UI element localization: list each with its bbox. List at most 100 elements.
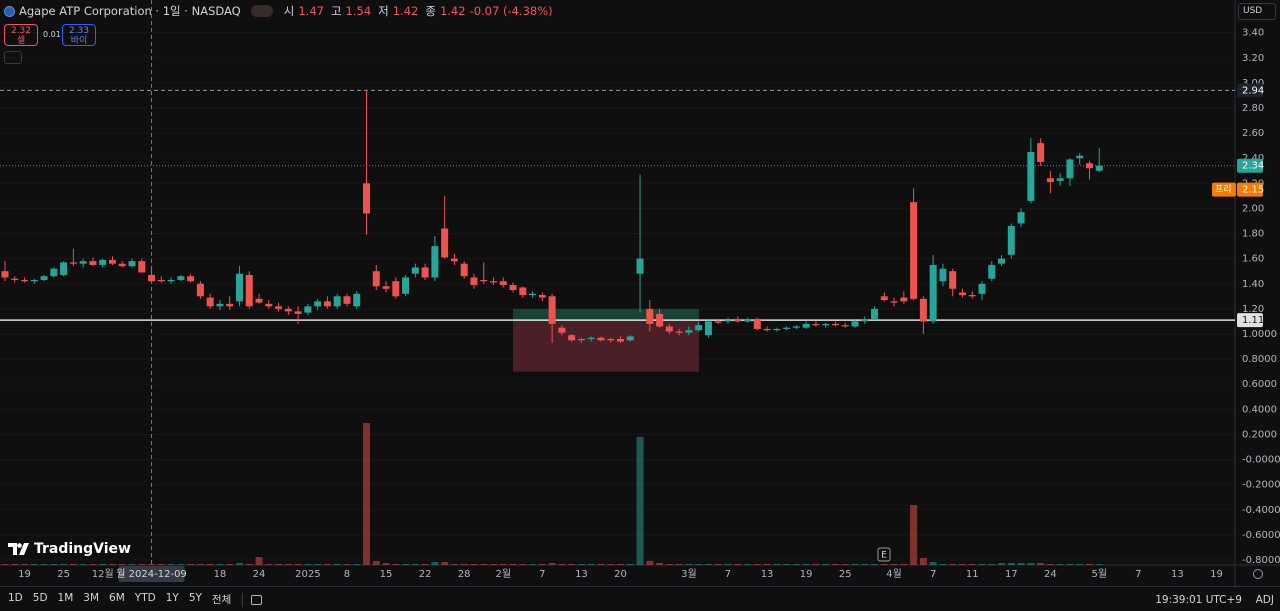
y-tick-label: 3.00 [1242, 78, 1264, 89]
candle-body [21, 279, 29, 282]
volume-bar [323, 564, 331, 565]
volume-bar [411, 564, 419, 565]
y-tick-label: 2.40 [1242, 153, 1264, 164]
candle-body [509, 285, 517, 291]
candle-body [275, 306, 283, 309]
candle-body [206, 297, 214, 307]
candle-body [646, 308, 654, 324]
candle-body [841, 325, 849, 327]
timeframe-button[interactable]: 6M [109, 592, 125, 604]
volume-bar [372, 561, 380, 565]
x-tick-label: 28 [458, 569, 471, 580]
candle-body [636, 258, 644, 274]
event-marker: E [881, 551, 887, 561]
candle-body [1066, 159, 1074, 179]
volume-bar [1046, 564, 1054, 565]
timeframe-button[interactable]: 5D [32, 592, 48, 604]
clock[interactable]: 19:39:01 UTC+9 [1155, 593, 1242, 606]
candle-body [372, 271, 380, 287]
volume-bar [1095, 564, 1103, 565]
adjust-button[interactable]: ADJ [1255, 593, 1274, 606]
volume-bar [284, 564, 292, 565]
goto-date[interactable] [251, 594, 263, 605]
y-tick-label: 0.4000 [1242, 404, 1277, 415]
volume-bar [871, 564, 879, 565]
volume-bar [519, 564, 527, 565]
candle-body [861, 318, 869, 322]
collapse-button[interactable] [4, 51, 22, 64]
volume-bar [1, 564, 9, 565]
candle-body [910, 202, 918, 299]
volume-bar [802, 564, 810, 565]
brand-name: TradingView [34, 541, 131, 557]
currency-button[interactable]: USD [1238, 3, 1276, 20]
timeframe-button[interactable]: 3M [83, 592, 100, 604]
candle-body [323, 301, 331, 307]
candle-body [792, 326, 800, 328]
candle-body [11, 278, 19, 280]
candle-body [343, 296, 351, 304]
volume-bar [294, 564, 302, 565]
timeframe-button[interactable]: 1M [57, 592, 74, 604]
x-tick-label: 17 [1005, 569, 1018, 580]
volume-bar [196, 564, 204, 565]
timeframe-button[interactable]: 전체 [211, 594, 232, 606]
x-tick-label: 19 [800, 569, 813, 580]
volume-bar [656, 563, 664, 565]
volume-bar [900, 564, 908, 565]
timeframe-button[interactable]: 1D [8, 592, 23, 604]
candle-body [607, 339, 615, 341]
candle-body [822, 323, 830, 326]
volume-bar [60, 564, 68, 565]
candle-body [421, 267, 429, 278]
volume-bar [1017, 563, 1025, 565]
volume-bar [353, 564, 361, 565]
volume-bar [333, 564, 341, 565]
timeframe-button[interactable]: 1Y [165, 592, 179, 604]
sell-button[interactable]: 2.32 셀 [4, 24, 38, 46]
legend-header: Agape ATP Corporation · 1일 · NASDAQ 시 1.4… [4, 3, 553, 19]
x-tick-label: 7 [1135, 569, 1141, 580]
x-tick-label: 8 [344, 569, 350, 580]
candle-body [890, 301, 898, 303]
candle-body [382, 286, 390, 289]
candle-body [1, 271, 9, 278]
candle-body [284, 308, 292, 312]
volume-bar [226, 564, 234, 565]
candle-body [157, 279, 165, 282]
volume-bar [509, 564, 517, 565]
x-tick-label: 22 [419, 569, 432, 580]
premarket-tag-box [1212, 182, 1236, 197]
market-status[interactable] [250, 5, 273, 17]
x-tick-label: 24 [253, 569, 266, 580]
y-tick-label: 1.40 [1242, 279, 1264, 290]
candle-body [871, 308, 879, 319]
candle-body [753, 318, 761, 329]
timeframe-button[interactable]: 5Y [188, 592, 202, 604]
candle-body [255, 298, 263, 303]
candle-body [69, 262, 77, 264]
change: -0.07 (-4.38%) [469, 4, 553, 18]
volume-bar [255, 557, 263, 565]
volume-bar [783, 564, 791, 565]
candle-body [265, 303, 273, 307]
y-tick-label: 0.8000 [1242, 354, 1277, 365]
candle-body [60, 262, 68, 275]
y-tick-label: -0.8000 [1242, 555, 1280, 566]
candle-body [783, 327, 791, 329]
candle-body [529, 293, 537, 296]
volume-bar [275, 564, 283, 565]
candle-body [89, 261, 97, 265]
candle-body [538, 295, 546, 298]
volume-bar [617, 564, 625, 565]
candle-body [314, 301, 322, 307]
ohlc-label: 저 [378, 4, 389, 18]
last-price-label: 2.34 [1242, 161, 1264, 172]
volume-bar [167, 564, 175, 565]
candle-body [714, 321, 722, 323]
volume-bar [548, 563, 556, 565]
candle-body [294, 311, 302, 314]
timeframe-button[interactable]: YTD [134, 592, 156, 604]
candle-body [763, 328, 771, 331]
buy-button[interactable]: 2.33 바이 [62, 24, 96, 46]
